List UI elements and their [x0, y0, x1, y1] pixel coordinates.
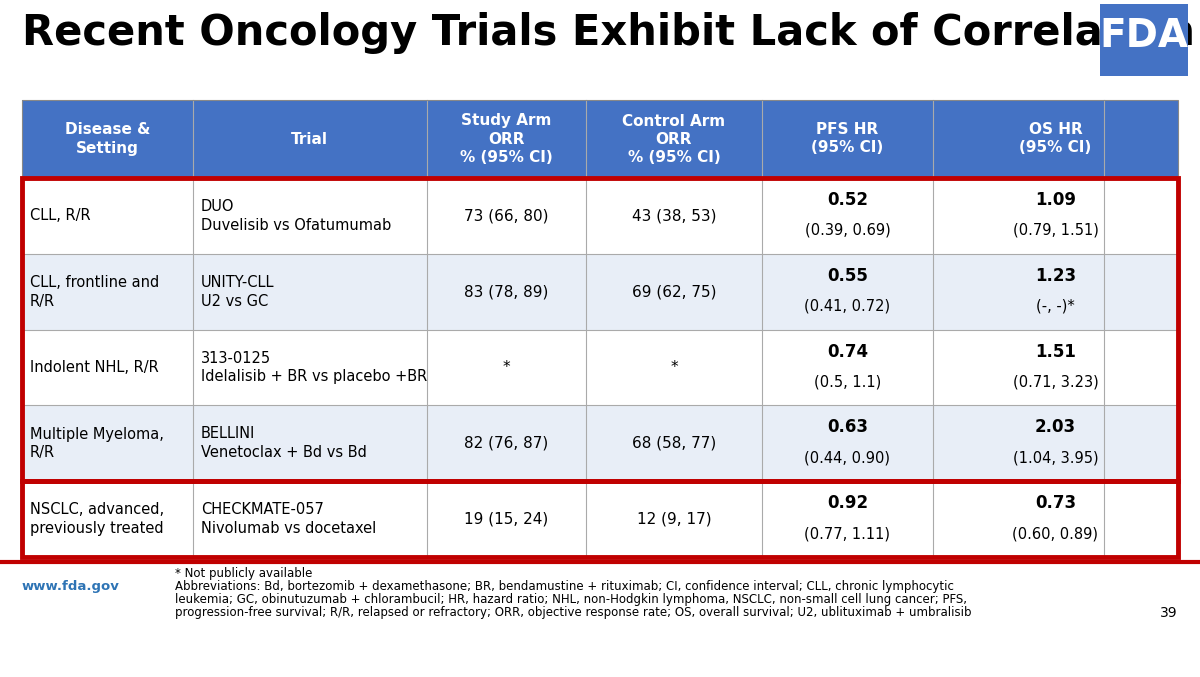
Bar — [22, 330, 1178, 406]
Text: OS HR
(95% CI): OS HR (95% CI) — [1019, 123, 1092, 156]
Text: 43 (38, 53): 43 (38, 53) — [631, 209, 716, 223]
Text: www.fda.gov: www.fda.gov — [22, 580, 120, 593]
Text: 0.74: 0.74 — [827, 343, 868, 360]
Text: 313-0125
Idelalisib + BR vs placebo +BR: 313-0125 Idelalisib + BR vs placebo +BR — [202, 351, 427, 385]
Text: Indolent NHL, R/R: Indolent NHL, R/R — [30, 360, 158, 375]
Text: (0.60, 0.89): (0.60, 0.89) — [1013, 526, 1098, 541]
Text: Trial: Trial — [292, 131, 329, 146]
Bar — [1100, 4, 1188, 76]
Text: 12 (9, 17): 12 (9, 17) — [637, 512, 712, 527]
Text: 1.23: 1.23 — [1034, 267, 1076, 285]
Text: (0.71, 3.23): (0.71, 3.23) — [1013, 374, 1098, 389]
Text: CLL, R/R: CLL, R/R — [30, 209, 91, 223]
Bar — [22, 406, 1178, 481]
Text: 68 (58, 77): 68 (58, 77) — [632, 436, 716, 451]
Text: 73 (66, 80): 73 (66, 80) — [464, 209, 548, 223]
Text: NSCLC, advanced,
previously treated: NSCLC, advanced, previously treated — [30, 502, 164, 536]
Text: * Not publicly available: * Not publicly available — [175, 567, 312, 580]
Bar — [22, 481, 1178, 557]
Text: Abbreviations: Bd, bortezomib + dexamethasone; BR, bendamustine + rituximab; CI,: Abbreviations: Bd, bortezomib + dexameth… — [175, 580, 954, 593]
Text: (-, -)*: (-, -)* — [1036, 299, 1075, 313]
Text: 69 (62, 75): 69 (62, 75) — [631, 284, 716, 299]
Text: DUO
Duvelisib vs Ofatumumab: DUO Duvelisib vs Ofatumumab — [202, 199, 391, 233]
Text: (0.41, 0.72): (0.41, 0.72) — [804, 299, 890, 313]
Text: PFS HR
(95% CI): PFS HR (95% CI) — [811, 123, 883, 156]
Bar — [22, 481, 1178, 557]
Text: Study Arm
ORR
% (95% CI): Study Arm ORR % (95% CI) — [460, 114, 553, 165]
Bar — [193, 100, 427, 178]
Bar — [22, 254, 1178, 330]
Text: (0.39, 0.69): (0.39, 0.69) — [804, 223, 890, 238]
Text: 0.55: 0.55 — [827, 267, 868, 285]
Text: leukemia; GC, obinutuzumab + chlorambucil; HR, hazard ratio; NHL, non-Hodgkin ly: leukemia; GC, obinutuzumab + chlorambuci… — [175, 593, 967, 606]
Text: 39: 39 — [1160, 606, 1178, 620]
Bar — [22, 100, 193, 178]
Text: 1.51: 1.51 — [1036, 343, 1076, 360]
Text: UNITY-CLL
U2 vs GC: UNITY-CLL U2 vs GC — [202, 275, 275, 309]
Text: CHECKMATE-057
Nivolumab vs docetaxel: CHECKMATE-057 Nivolumab vs docetaxel — [202, 502, 377, 536]
Text: *: * — [670, 360, 678, 375]
Text: 0.52: 0.52 — [827, 191, 868, 209]
Text: (0.77, 1.11): (0.77, 1.11) — [804, 526, 890, 541]
Text: CLL, frontline and
R/R: CLL, frontline and R/R — [30, 275, 160, 309]
Text: (0.5, 1.1): (0.5, 1.1) — [814, 374, 881, 389]
Bar — [22, 100, 1178, 178]
Text: (1.04, 3.95): (1.04, 3.95) — [1013, 450, 1098, 465]
Text: 19 (15, 24): 19 (15, 24) — [464, 512, 548, 527]
Bar — [22, 178, 1178, 481]
Text: 0.73: 0.73 — [1034, 494, 1076, 512]
Bar — [586, 100, 762, 178]
Text: (0.79, 1.51): (0.79, 1.51) — [1013, 223, 1098, 238]
Text: FDA: FDA — [1099, 17, 1188, 55]
Bar — [22, 178, 1178, 254]
Bar — [427, 100, 586, 178]
Bar — [762, 100, 932, 178]
Text: 0.92: 0.92 — [827, 494, 868, 512]
Text: 1.09: 1.09 — [1034, 191, 1076, 209]
Bar — [932, 100, 1178, 178]
Text: (0.44, 0.90): (0.44, 0.90) — [804, 450, 890, 465]
Text: progression-free survival; R/R, relapsed or refractory; ORR, objective response : progression-free survival; R/R, relapsed… — [175, 606, 972, 619]
Text: Recent Oncology Trials Exhibit Lack of Correlation: Recent Oncology Trials Exhibit Lack of C… — [22, 12, 1195, 54]
Text: 83 (78, 89): 83 (78, 89) — [464, 284, 548, 299]
Text: Disease &
Setting: Disease & Setting — [65, 123, 150, 156]
Text: BELLINI
Venetoclax + Bd vs Bd: BELLINI Venetoclax + Bd vs Bd — [202, 427, 367, 460]
Text: Control Arm
ORR
% (95% CI): Control Arm ORR % (95% CI) — [623, 114, 726, 165]
Text: 2.03: 2.03 — [1034, 418, 1076, 436]
Text: 82 (76, 87): 82 (76, 87) — [464, 436, 548, 451]
Text: 0.63: 0.63 — [827, 418, 868, 436]
Text: *: * — [503, 360, 510, 375]
Text: Multiple Myeloma,
R/R: Multiple Myeloma, R/R — [30, 427, 164, 460]
